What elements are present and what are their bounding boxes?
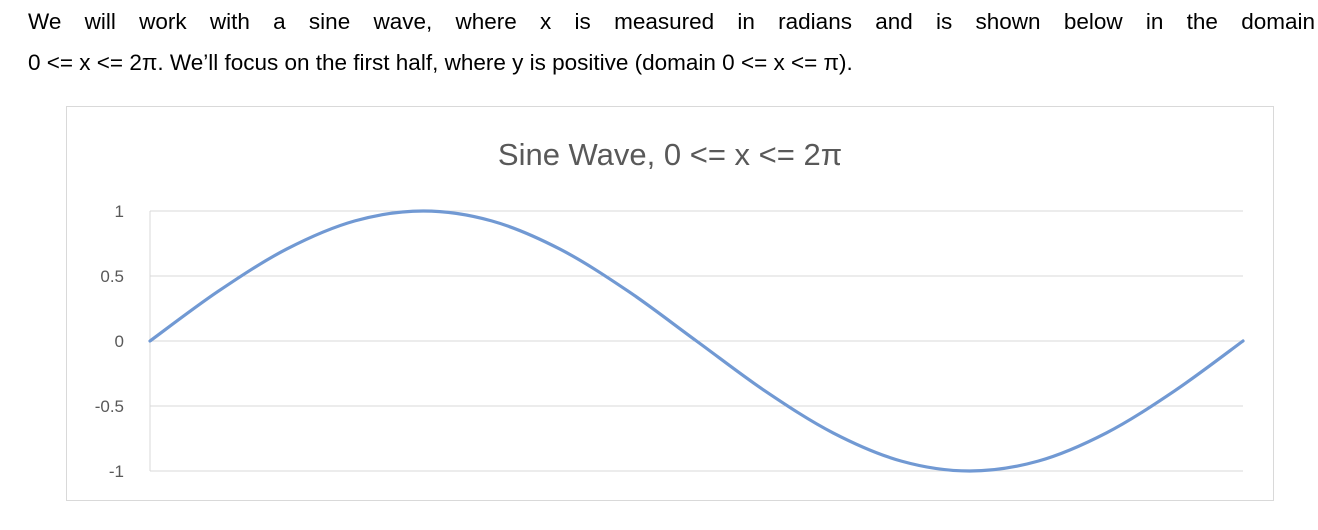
chart-title: Sine Wave, 0 <= x <= 2π: [498, 137, 842, 172]
intro-paragraph: We will work with a sine wave, where x i…: [28, 1, 1315, 83]
y-tick-label-3: -0.5: [95, 397, 124, 416]
y-tick-label-1: 0.5: [100, 267, 124, 286]
y-tick-label-4: -1: [109, 462, 124, 481]
chart-area: Sine Wave, 0 <= x <= 2π 1 0.5 0 -0.5 -1: [66, 106, 1274, 501]
intro-line-1: We will work with a sine wave, where x i…: [28, 9, 1315, 34]
intro-line-2: 0 <= x <= 2π. We’ll focus on the first h…: [28, 50, 853, 75]
series-line-sine: [148, 209, 1245, 473]
y-tick-label-0: 1: [115, 202, 124, 221]
y-axis-tick-labels: 1 0.5 0 -0.5 -1: [95, 202, 124, 481]
y-tick-label-2: 0: [115, 332, 124, 351]
sine-wave-chart: Sine Wave, 0 <= x <= 2π 1 0.5 0 -0.5 -1: [95, 137, 1245, 481]
